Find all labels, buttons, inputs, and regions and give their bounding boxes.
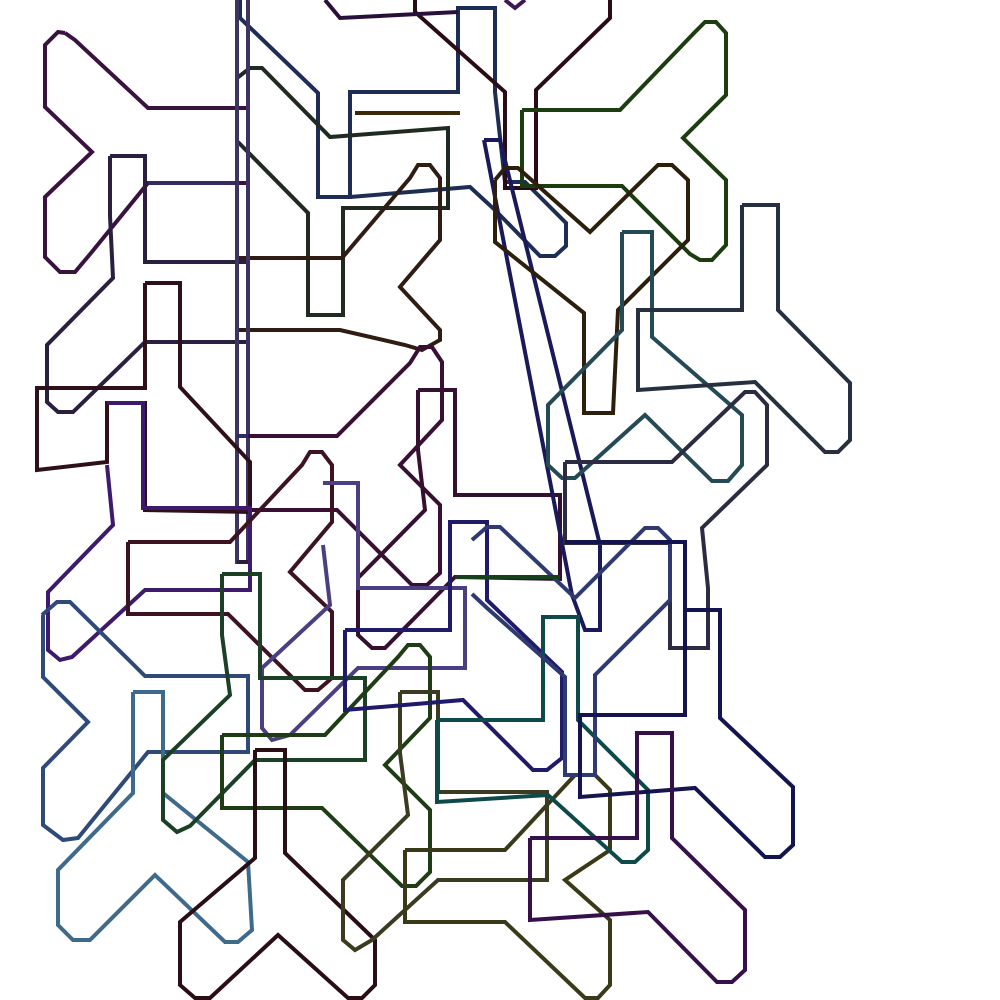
shape-27 bbox=[341, 690, 549, 953]
shape-28 bbox=[403, 773, 612, 1000]
shape-1 bbox=[43, 29, 250, 274]
shape-13 bbox=[46, 401, 252, 663]
shape-24 bbox=[161, 572, 367, 835]
shape-3 bbox=[238, 0, 568, 258]
shape-2 bbox=[45, 154, 250, 414]
shape-21 bbox=[260, 481, 467, 743]
shape-14 bbox=[356, 388, 562, 650]
shape-31 bbox=[470, 525, 672, 777]
shape-16 bbox=[493, 163, 690, 415]
shape-9 bbox=[237, 163, 442, 353]
shape-25 bbox=[220, 643, 432, 888]
shape-23 bbox=[56, 690, 255, 944]
shape-33 bbox=[528, 731, 747, 984]
shape-30 bbox=[435, 615, 650, 864]
shape-20 bbox=[126, 450, 334, 692]
shape-22 bbox=[40, 600, 250, 843]
shape-7 bbox=[520, 20, 728, 262]
shape-26 bbox=[178, 748, 377, 1000]
shape-18 bbox=[636, 203, 852, 454]
shape-6 bbox=[503, 0, 527, 11]
shape-29 bbox=[343, 520, 564, 772]
shape-5 bbox=[323, 0, 459, 21]
shape-17 bbox=[546, 230, 744, 483]
shape-12 bbox=[237, 345, 444, 587]
shape-10 bbox=[235, 0, 250, 564]
shape-32 bbox=[565, 540, 795, 859]
